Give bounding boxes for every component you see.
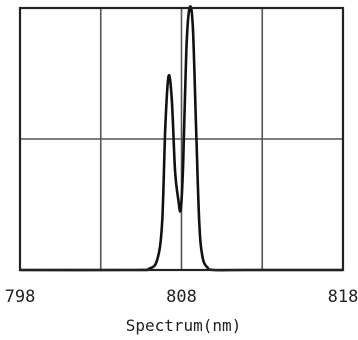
x-tick-label: 818 xyxy=(328,287,358,307)
plot-frame xyxy=(18,6,345,272)
x-tick-label: 808 xyxy=(166,287,197,307)
x-tick-label: 798 xyxy=(5,287,36,307)
x-axis-title: Spectrum(nm) xyxy=(126,316,242,335)
x-tick-labels: 798 808 818 xyxy=(5,287,358,307)
grid-lines xyxy=(20,8,343,270)
spectrum-curve xyxy=(19,5,343,272)
